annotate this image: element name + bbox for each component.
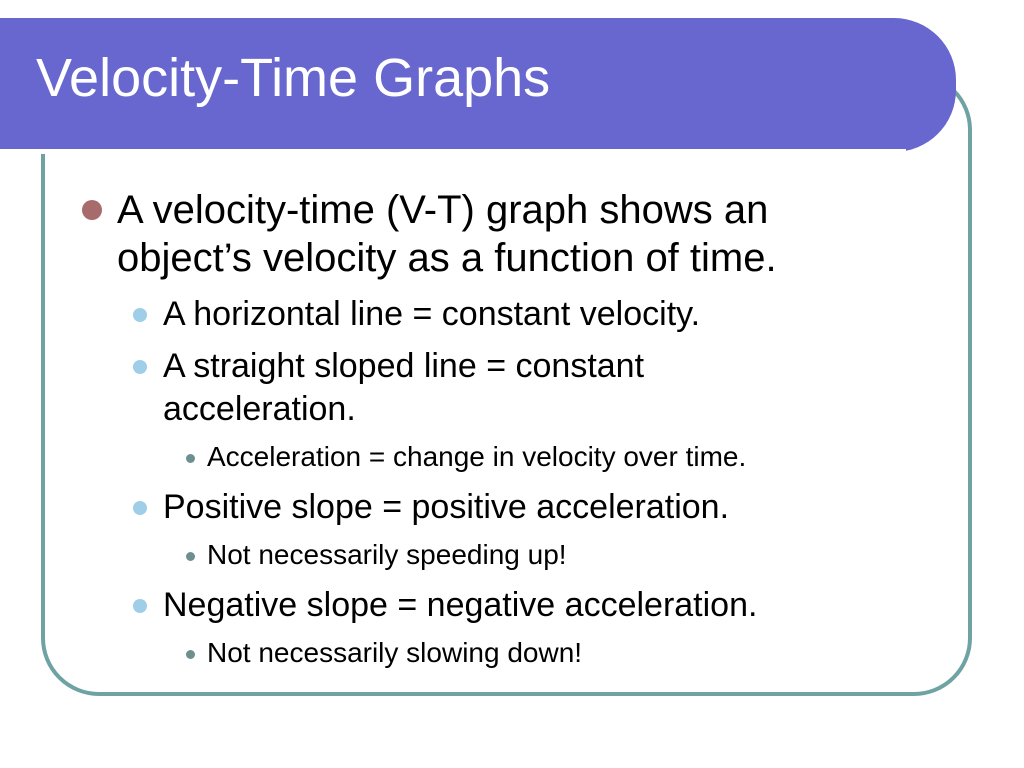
bullet-7-line-1: Negative slope = negative acceleration.	[163, 586, 758, 624]
content-frame	[41, 72, 972, 696]
bullet-4-line-1: Acceleration = change in velocity over t…	[207, 441, 747, 472]
bullet-6-line-1: Not necessarily speeding up!	[207, 539, 567, 570]
bullet-1-line-1: A velocity-time (V-T) graph shows an	[117, 188, 769, 232]
title-underline	[0, 149, 906, 154]
bullet-dot-level3	[186, 650, 195, 659]
bullet-dot-level2	[133, 308, 147, 322]
bullet-dot-level2	[133, 360, 147, 374]
bullet-dot-level3	[186, 454, 195, 463]
bullet-dot-level2	[133, 599, 147, 613]
title-bar	[0, 18, 956, 154]
bullet-8-line-1: Not necessarily slowing down!	[207, 637, 583, 668]
bullet-2-line-1: A horizontal line = constant velocity.	[163, 295, 701, 333]
slide-title: Velocity-Time Graphs	[36, 48, 551, 108]
bullet-3-line-2: acceleration.	[163, 390, 356, 428]
bullet-1-line-2: object’s velocity as a function of time.	[117, 236, 777, 280]
bullet-dot-level1	[82, 200, 102, 220]
bullet-5-line-1: Positive slope = positive acceleration.	[163, 488, 730, 526]
bullet-dot-level2	[133, 501, 147, 515]
bullet-dot-level3	[186, 552, 195, 561]
bullet-3-line-1: A straight sloped line = constant	[163, 347, 645, 385]
